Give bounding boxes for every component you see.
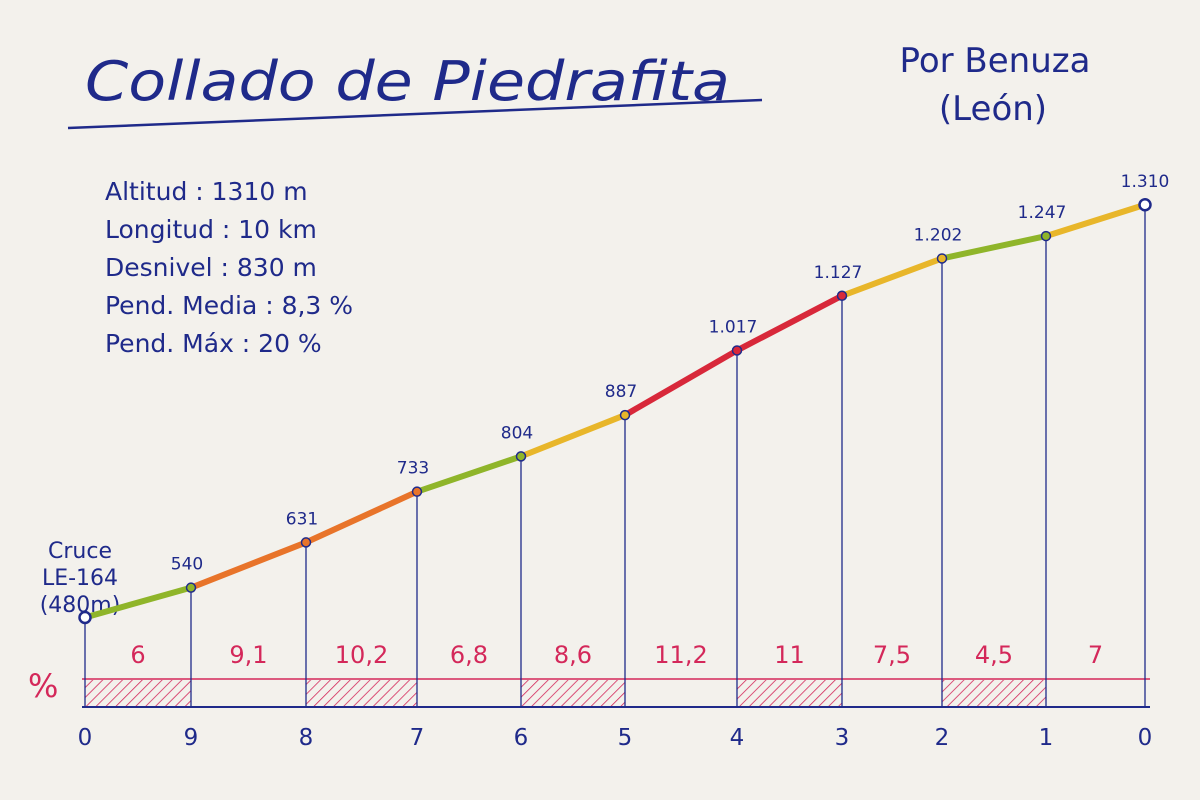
stat-altitud: Altitud : 1310 m bbox=[105, 177, 308, 206]
hatch-bar bbox=[306, 680, 417, 706]
elevation-segment bbox=[1043, 201, 1148, 240]
gradient-label: 10,2 bbox=[335, 641, 388, 669]
gradient-labels: 6 9,1 10,2 6,8 8,6 11,2 11 7,5 4,5 7 bbox=[130, 641, 1103, 669]
altitude-label: 540 bbox=[171, 555, 203, 575]
gradient-label: 6 bbox=[130, 641, 145, 669]
altitude-label: 1.127 bbox=[814, 263, 863, 283]
distance-tick-labels: 0 9 8 7 6 5 4 3 2 1 0 bbox=[78, 725, 1153, 751]
gradient-label: 8,6 bbox=[554, 641, 592, 669]
km-marker bbox=[619, 409, 631, 421]
hatch-bar bbox=[942, 680, 1046, 706]
distance-tick-label: 6 bbox=[514, 725, 529, 751]
stat-longitud: Longitud : 10 km bbox=[105, 215, 317, 244]
stat-pend-media: Pend. Media : 8,3 % bbox=[105, 291, 353, 320]
elevation-segment bbox=[82, 584, 194, 621]
km-marker bbox=[515, 451, 527, 462]
gradient-hatch-bars bbox=[85, 680, 1046, 706]
elevation-segment bbox=[734, 292, 845, 354]
distance-tick-label: 8 bbox=[299, 725, 314, 751]
altitude-label: 1.017 bbox=[709, 317, 758, 337]
distance-tick-label: 5 bbox=[618, 725, 633, 751]
altitude-labels: 540 631 733 804 887 1.017 1.127 1.202 1.247 1.310 bbox=[171, 172, 1170, 575]
elevation-segment bbox=[839, 255, 945, 299]
km-marker bbox=[1040, 230, 1052, 242]
elevation-segment bbox=[939, 233, 1049, 262]
altitude-label: 1.202 bbox=[914, 225, 963, 245]
gradient-label: 11,2 bbox=[654, 641, 707, 669]
altitude-label: 631 bbox=[286, 509, 318, 529]
km-drop-lines bbox=[84, 204, 1146, 707]
elevation-segment bbox=[622, 347, 740, 419]
elevation-segment bbox=[414, 453, 524, 495]
gradient-label: 7 bbox=[1088, 641, 1103, 669]
elevation-segment bbox=[303, 488, 420, 546]
km-marker bbox=[300, 537, 312, 548]
altitude-label: 887 bbox=[605, 382, 637, 402]
km-marker bbox=[731, 345, 743, 356]
distance-tick-label: 4 bbox=[730, 725, 745, 751]
gradient-label: 7,5 bbox=[873, 641, 911, 669]
altitude-label: 1.247 bbox=[1018, 203, 1067, 223]
hatch-bar bbox=[85, 680, 191, 706]
elevation-line bbox=[82, 201, 1148, 621]
distance-tick-label: 7 bbox=[410, 725, 425, 751]
hatch-bar bbox=[737, 680, 842, 706]
distance-tick-label: 0 bbox=[78, 725, 93, 751]
percent-axis-label: % bbox=[28, 667, 58, 705]
km-marker bbox=[936, 253, 948, 264]
stat-pend-m-x: Pend. Máx : 20 % bbox=[105, 329, 322, 358]
subtitle-route: Por Benuza bbox=[900, 41, 1091, 81]
km-marker bbox=[836, 290, 848, 302]
distance-tick-label: 0 bbox=[1138, 725, 1153, 751]
distance-tick-label: 3 bbox=[835, 725, 850, 751]
stat-desnivel: Desnivel : 830 m bbox=[105, 253, 317, 282]
elevation-segment bbox=[188, 539, 309, 591]
climb-stats: Altitud : 1310 m Longitud : 10 km Desnivel… bbox=[105, 177, 353, 358]
endpoint-marker bbox=[78, 610, 92, 625]
start-label-line: LE-164 bbox=[42, 566, 118, 591]
start-label-line: Cruce bbox=[48, 539, 112, 564]
distance-axis bbox=[82, 678, 1150, 708]
altitude-label: 1.310 bbox=[1121, 172, 1170, 192]
elevation-segment bbox=[518, 412, 628, 460]
gradient-label: 9,1 bbox=[229, 641, 267, 669]
title-underline bbox=[67, 98, 763, 130]
hatch-bar bbox=[521, 680, 625, 706]
gradient-label: 4,5 bbox=[975, 641, 1013, 669]
endpoint-marker bbox=[1138, 198, 1152, 212]
gradient-label: 11 bbox=[774, 641, 805, 669]
distance-tick-label: 9 bbox=[184, 725, 199, 751]
km-marker bbox=[185, 582, 197, 593]
km-marker bbox=[411, 486, 423, 497]
page-title: Collado de Piedrafita bbox=[85, 50, 730, 113]
distance-tick-label: 2 bbox=[935, 725, 950, 751]
altitude-label: 804 bbox=[501, 423, 533, 443]
altitude-label: 733 bbox=[397, 459, 429, 479]
subtitle-region: (León) bbox=[939, 89, 1047, 129]
distance-tick-label: 1 bbox=[1039, 725, 1054, 751]
km-markers bbox=[78, 198, 1152, 625]
gradient-label: 6,8 bbox=[450, 641, 488, 669]
